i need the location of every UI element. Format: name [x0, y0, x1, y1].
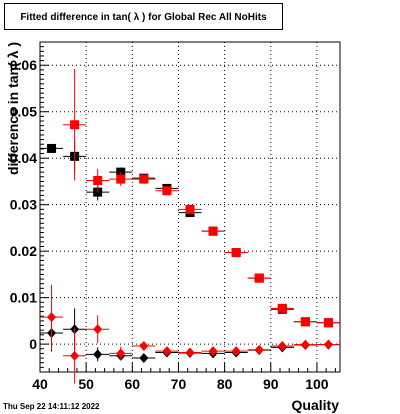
black-square-point — [40, 143, 64, 153]
y-tick-label: 0 — [29, 336, 37, 352]
red-diamond-point — [201, 346, 225, 357]
red-square-point — [270, 303, 294, 313]
red-square-point — [63, 68, 87, 181]
title-box: Fitted difference in tan( λ ) for Global… — [4, 3, 283, 30]
y-tick-label: 0.05 — [10, 104, 37, 120]
chart-title: Fitted difference in tan( λ ) for Global… — [20, 12, 267, 23]
x-tick-label: 50 — [78, 376, 94, 392]
x-tick-label: 90 — [263, 376, 279, 392]
y-axis-title: difference in tan( λ ) — [5, 42, 21, 175]
y-tick-label: 0.03 — [10, 197, 37, 213]
diamond-marker — [323, 339, 333, 350]
x-tick-label: 80 — [217, 376, 233, 392]
x-tick-label: 70 — [171, 376, 187, 392]
red-square-point — [293, 317, 317, 327]
square-marker — [208, 226, 218, 236]
tick-labels: 40 50 60 70 80 90 100 0 0.01 0.02 0.03 0.04 0.05 0.06 — [10, 57, 329, 392]
diamond-marker — [47, 312, 57, 323]
diamond-marker — [139, 340, 149, 351]
diamond-marker — [231, 346, 241, 357]
diamond-marker — [300, 339, 310, 350]
red-diamond-point — [270, 340, 294, 351]
red-square-point — [247, 273, 271, 283]
square-marker — [116, 174, 126, 184]
x-tick-label: 100 — [305, 376, 329, 392]
square-marker — [277, 303, 287, 313]
square-marker — [162, 186, 172, 196]
square-marker — [231, 248, 241, 258]
red-diamond-point — [224, 346, 248, 357]
diamond-marker — [162, 346, 172, 357]
red-diamond-point — [109, 346, 133, 361]
red-diamond-point — [293, 339, 317, 350]
diamond-marker — [139, 353, 149, 364]
red-square-point — [224, 248, 248, 258]
red-diamond-point — [40, 284, 64, 350]
diamond-marker — [93, 324, 103, 335]
red-square-point — [155, 186, 179, 196]
red-square-point — [132, 174, 156, 184]
square-marker — [254, 273, 264, 283]
red-square-point — [178, 204, 202, 214]
red-diamond-point — [178, 347, 202, 358]
x-tick-label: 40 — [32, 376, 48, 392]
y-tick-label: 0.01 — [10, 290, 37, 306]
red-diamond-point — [316, 339, 340, 350]
plot-frame — [39, 41, 341, 373]
diamond-marker — [116, 348, 126, 359]
data-points — [40, 68, 340, 384]
diamond-marker — [93, 349, 103, 360]
y-tick-label: 0.06 — [10, 57, 37, 73]
black-diamond-point — [132, 353, 156, 364]
x-axis-title: Quality — [292, 397, 340, 413]
red-square-point — [86, 168, 110, 193]
timestamp: Thu Sep 22 14:11:12 2022 — [3, 402, 100, 411]
diamond-marker — [185, 347, 195, 358]
red-square-point — [109, 172, 133, 187]
black-diamond-point — [86, 347, 110, 362]
diamond-marker — [277, 340, 287, 351]
y-tick-label: 0.04 — [10, 150, 37, 166]
red-diamond-point — [132, 340, 156, 351]
red-square-point — [201, 226, 225, 236]
square-marker — [323, 318, 333, 328]
red-diamond-point — [155, 346, 179, 357]
square-marker — [93, 176, 103, 186]
diamond-marker — [254, 344, 264, 355]
square-marker — [139, 174, 149, 184]
red-diamond-point — [86, 315, 110, 344]
square-marker — [70, 120, 80, 130]
square-marker — [47, 143, 57, 153]
square-marker — [300, 317, 310, 327]
red-diamond-point — [247, 344, 271, 355]
diamond-marker — [70, 350, 80, 361]
square-marker — [185, 204, 195, 214]
diamond-marker — [208, 346, 218, 357]
y-tick-label: 0.02 — [10, 243, 37, 259]
red-diamond-point — [63, 327, 87, 384]
red-square-point — [316, 318, 340, 328]
x-tick-label: 60 — [125, 376, 141, 392]
